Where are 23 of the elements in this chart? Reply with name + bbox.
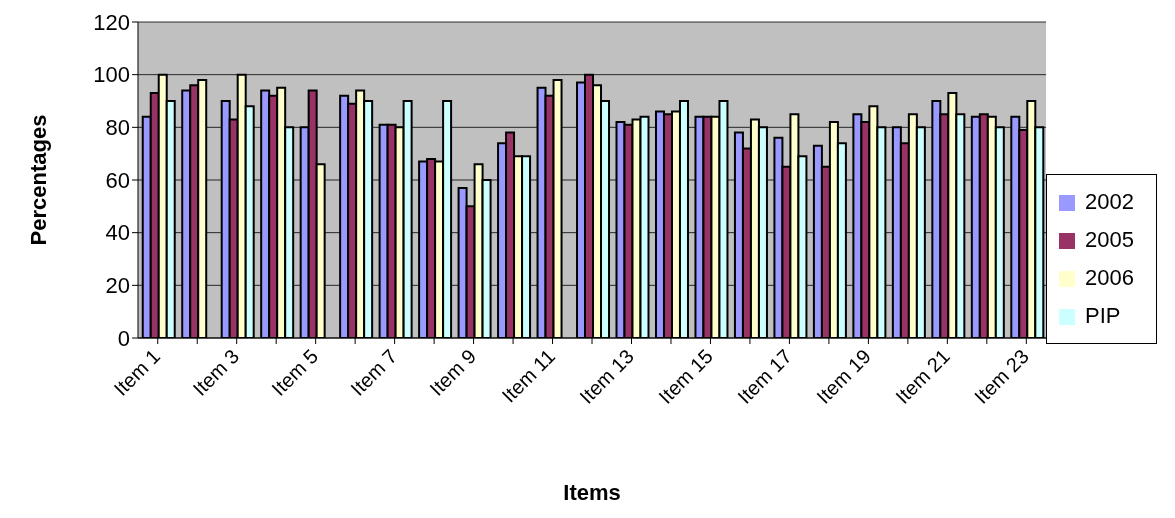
x-tick-label: Item 13 bbox=[575, 345, 639, 408]
legend-label: 2005 bbox=[1085, 227, 1134, 252]
y-tick-label: 60 bbox=[105, 167, 130, 193]
legend-label: 2006 bbox=[1085, 265, 1134, 290]
x-tick-label: Item 7 bbox=[346, 345, 402, 400]
y-tick-label: 100 bbox=[93, 62, 130, 88]
x-tick-label: Item 9 bbox=[425, 345, 481, 400]
x-tick-label: Item 5 bbox=[267, 345, 323, 400]
legend-label: 2002 bbox=[1085, 189, 1134, 214]
x-tick-label: Item 17 bbox=[733, 345, 796, 408]
y-tick-label: 20 bbox=[105, 273, 130, 299]
x-tick-label: Item 15 bbox=[654, 345, 718, 408]
x-tick-label: Item 23 bbox=[970, 345, 1033, 408]
y-tick-label: 40 bbox=[105, 220, 130, 246]
y-tick-label: 120 bbox=[93, 9, 130, 35]
x-tick-label: Item 19 bbox=[812, 345, 875, 408]
x-tick-label: Item 21 bbox=[891, 345, 954, 408]
x-tick-label: Item 3 bbox=[188, 345, 244, 400]
x-tick-label: Item 11 bbox=[497, 345, 560, 407]
y-axis-title: Percentages bbox=[25, 114, 51, 246]
y-tick-label: 80 bbox=[105, 115, 130, 141]
legend-label: PIP bbox=[1085, 303, 1121, 328]
x-axis-title: Items bbox=[563, 480, 621, 505]
